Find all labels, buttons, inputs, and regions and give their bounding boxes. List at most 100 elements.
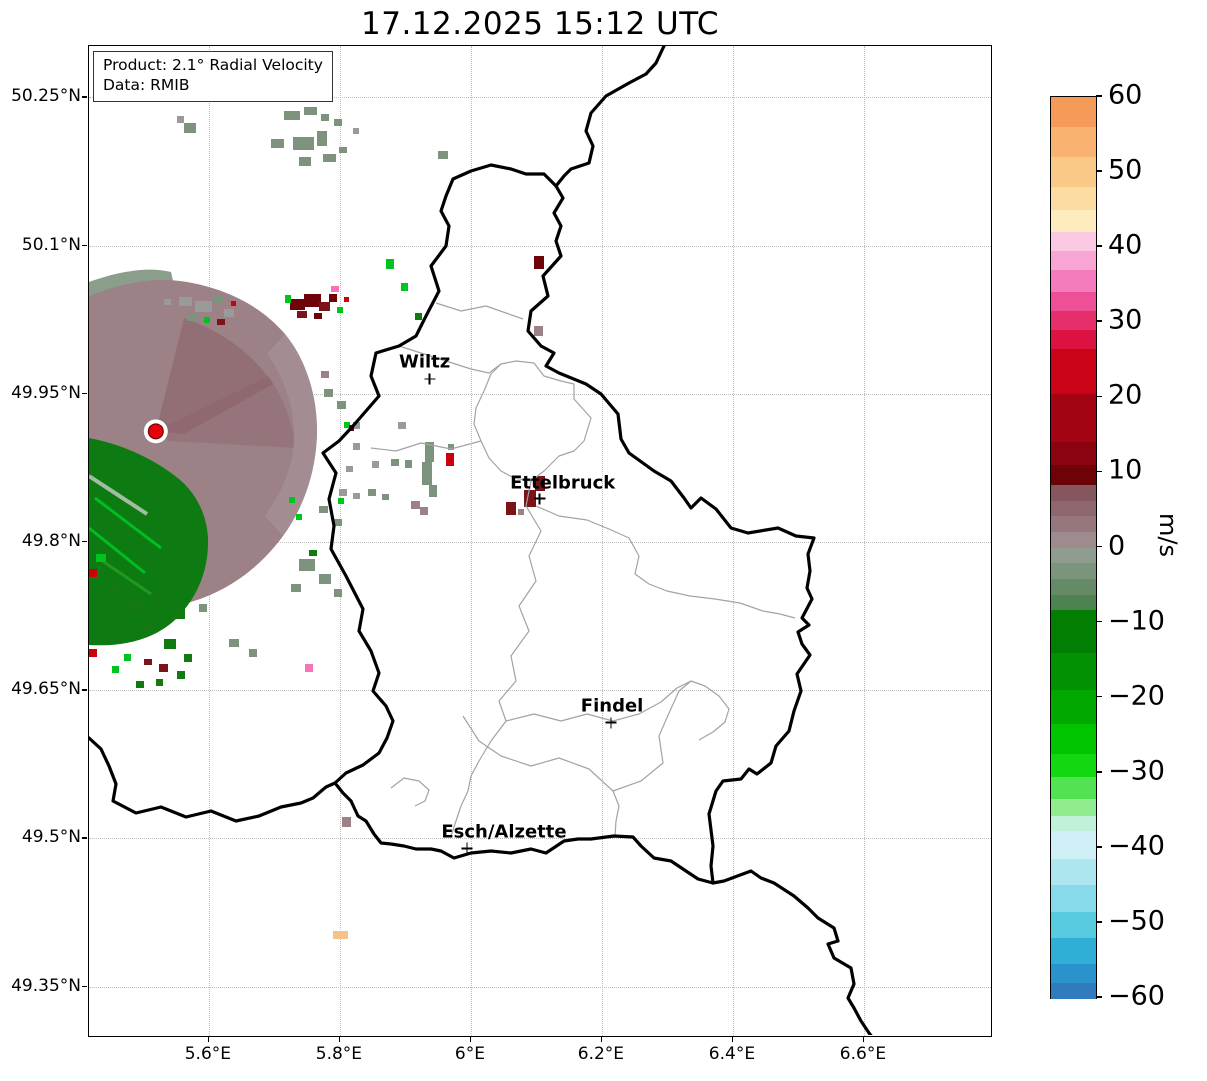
radar-echo-speck	[344, 297, 349, 302]
colorbar-tick-mark	[1096, 245, 1102, 247]
colorbar-tick-label: 40	[1108, 229, 1143, 261]
colorbar-band	[1051, 753, 1096, 778]
y-tick-label: 49.35°N	[11, 975, 81, 996]
radar-site-dot	[147, 423, 164, 440]
y-tick-label: 50.1°N	[21, 234, 81, 255]
radar-echo-speck	[299, 157, 311, 166]
radar-echo-speck	[344, 422, 350, 428]
colorbar-band	[1051, 816, 1096, 832]
national-border	[321, 163, 558, 803]
colorbar-tick-mark	[1096, 770, 1102, 773]
radar-echo-speck	[342, 817, 351, 827]
x-tick-label: 6°E	[454, 1044, 485, 1064]
national-border	[89, 736, 337, 823]
radar-echo-speck	[290, 299, 305, 310]
radar-echo-speck	[204, 317, 210, 323]
radar-echo-speck	[144, 659, 152, 665]
radar-echo-speck	[195, 301, 212, 312]
radar-echo-speck	[438, 151, 448, 159]
radar-echo-speck	[339, 147, 347, 153]
colorbar-band	[1051, 563, 1096, 580]
product-line: Product: 2.1° Radial Velocity	[103, 56, 323, 74]
colorbar-tick-label: 50	[1108, 154, 1143, 186]
colorbar-tick-label: 30	[1108, 304, 1143, 336]
colorbar-band	[1051, 937, 1096, 965]
city-label: Wiltz	[398, 351, 451, 373]
radar-echo-speck	[159, 664, 168, 672]
radar-echo-speck	[187, 314, 198, 321]
radar-echo-speck	[337, 307, 343, 313]
city-label: Ettelbruck	[510, 472, 616, 494]
gridline-vertical	[863, 46, 865, 1036]
radar-echo-speck	[304, 107, 317, 115]
radar-echo-streak	[89, 526, 146, 575]
radar-echo-speck	[89, 569, 97, 577]
radar-echo-speck	[331, 286, 339, 292]
radar-echo-speck	[448, 444, 454, 450]
colorbar-tick-mark	[1096, 545, 1102, 548]
colorbar-band	[1051, 393, 1096, 443]
colorbar-tick-label: −10	[1108, 604, 1165, 636]
radar-echo-speck	[184, 123, 196, 133]
radar-echo-speck	[177, 671, 185, 679]
x-tick-mark	[338, 1037, 341, 1042]
y-tick-label: 49.5°N	[21, 827, 81, 848]
colorbar-tick-mark	[1096, 470, 1102, 473]
colorbar-band	[1051, 500, 1096, 517]
radar-echo-speck	[321, 371, 329, 378]
radar-echo-blob	[156, 318, 273, 434]
gridline-vertical	[470, 46, 472, 1036]
radar-echo-speck	[293, 137, 314, 150]
radar-echo-speck	[305, 664, 313, 672]
radar-echo-speck	[296, 514, 302, 520]
radar-echo-speck	[304, 294, 321, 307]
radar-echo-speck	[353, 493, 360, 499]
district-boundary	[370, 440, 482, 452]
colorbar	[1050, 96, 1097, 999]
radar-echo-blob	[265, 334, 317, 536]
radar-echo-speck	[506, 502, 516, 515]
x-tick-mark	[207, 1037, 210, 1042]
radar-echo-speck	[289, 497, 295, 503]
map-svg	[89, 46, 873, 1035]
radar-echo-speck	[323, 154, 336, 162]
colorbar-tick-mark	[1096, 320, 1102, 323]
y-tick-label: 50.25°N	[11, 86, 81, 107]
colorbar-band	[1051, 982, 1096, 999]
colorbar-tick-mark	[1096, 846, 1102, 848]
city-label: Esch/Alzette	[441, 821, 567, 843]
x-tick-mark	[600, 1037, 603, 1042]
radar-echo-speck	[124, 654, 131, 661]
x-tick-label: 6.6°E	[839, 1044, 887, 1064]
radar-echo-streak	[100, 558, 152, 596]
gridline-vertical	[732, 46, 734, 1036]
radar-echo-speck	[299, 559, 315, 571]
radar-echo-speck	[109, 584, 121, 594]
y-tick-mark	[82, 541, 87, 543]
colorbar-band	[1051, 723, 1096, 755]
radar-echo-speck	[249, 649, 257, 657]
radar-echo-speck	[229, 639, 239, 647]
radar-echo-speck	[324, 389, 333, 397]
radar-echo-speck	[156, 679, 163, 686]
colorbar-band	[1051, 269, 1096, 293]
x-tick-label: 5.6°E	[184, 1044, 232, 1064]
radar-echo-speck	[136, 681, 144, 688]
radar-echo-speck	[184, 654, 192, 662]
national-border	[526, 184, 816, 885]
city-label: Findel	[580, 695, 644, 717]
radar-echo-speck	[291, 584, 301, 592]
radar-echo-speck	[329, 294, 337, 302]
y-tick-label: 49.65°N	[11, 679, 81, 700]
radar-echo-speck	[422, 462, 432, 485]
colorbar-band	[1051, 690, 1096, 725]
colorbar-band	[1051, 799, 1096, 817]
radar-echo-speck	[333, 519, 342, 526]
radar-echo-speck	[319, 574, 331, 584]
radar-echo-speck	[96, 554, 106, 562]
district-boundary	[450, 480, 542, 837]
radar-echo-speck	[153, 594, 163, 602]
radar-echo-speck	[386, 259, 394, 269]
colorbar-tick-mark	[1096, 695, 1102, 698]
